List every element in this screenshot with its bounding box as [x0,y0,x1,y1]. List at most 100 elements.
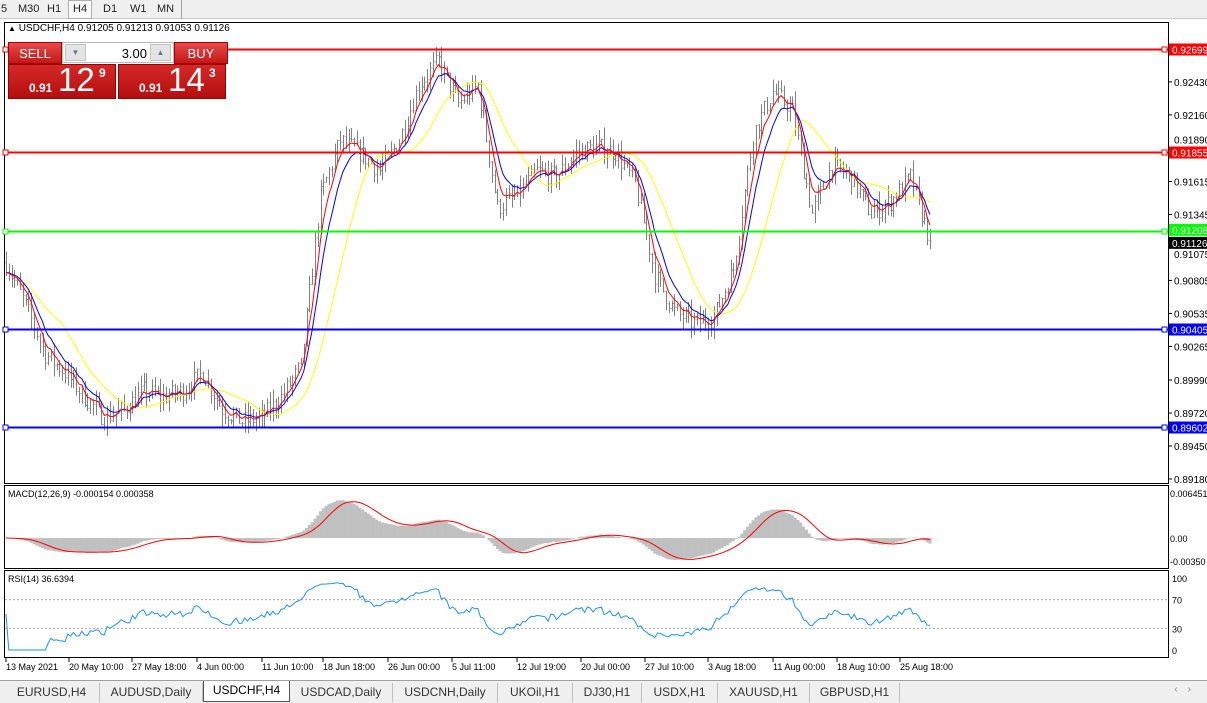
lot-value[interactable]: 3.00 [121,46,147,61]
price-chart[interactable]: 0.924300.921600.918900.916150.913450.910… [0,0,1207,680]
level-handle-right [1161,326,1168,333]
timeframe-mn[interactable]: MN [157,3,175,15]
level-price-tag [1169,43,1207,56]
ohlc-bar [171,379,174,398]
rsi-label: RSI(14) 36.6394 [8,574,74,584]
ohlc-bar [527,167,530,192]
ohlc-bar [884,199,887,224]
ohlc-bar [443,61,446,84]
ohlc-bar [64,362,67,384]
tab-eurusd-h4[interactable]: EURUSD,H4 [4,683,100,702]
lot-size-input[interactable]: ▼ 3.00 ▲ [62,42,174,63]
ohlc-bar [665,290,668,311]
collapse-triangle-icon[interactable]: ▲ [8,24,16,33]
ohlc-bar [224,403,227,425]
timeframe-m30[interactable]: M30 [18,3,40,15]
sell-price[interactable]: 0.91 12 9 [8,61,116,99]
ohlc-bar [477,82,480,89]
ohlc-bar [199,360,202,385]
tab-usdcad-daily[interactable]: USDCAD,Daily [290,683,393,702]
macd-axis-label: -0.00350 [1170,557,1206,567]
tab-usdcnh-daily[interactable]: USDCNH,Daily [393,683,498,702]
timeframe-h1[interactable]: H1 [47,3,62,15]
timeframe-m15[interactable]: 5 [1,3,8,15]
ohlc-bar [317,223,320,248]
ohlc-bar [679,301,682,322]
rsi-panel-frame [4,570,1169,658]
tab-gbpusd-h1[interactable]: GBPUSD,H1 [810,683,900,702]
ohlc-bar [353,137,356,147]
price-axis-label: 0.89990 [1174,376,1207,387]
rsi-axis-label: 0 [1172,646,1177,656]
tab-dj30-h1[interactable]: DJ30,H1 [573,683,642,702]
ohlc-bar [39,333,42,354]
time-axis-label: 18 Aug 10:00 [837,662,890,672]
ohlc-bar [923,210,926,225]
ohlc-bar [651,252,654,274]
lot-increase-icon[interactable]: ▲ [150,44,171,61]
timeframe-h4[interactable]: H4 [68,0,93,19]
ohlc-bar [620,140,623,181]
ohlc-bar [266,398,269,418]
sell-button[interactable]: SELL [8,42,62,64]
ohlc-bar [696,313,699,326]
ohlc-bar [336,139,339,163]
tab-ukoil-h1[interactable]: UKOil,H1 [498,683,573,702]
price-axis-label: 0.92430 [1174,78,1207,89]
price-axis-label: 0.89720 [1174,409,1207,420]
ohlc-bar [676,304,679,311]
ohlc-bar [466,82,469,105]
ohlc-bar [589,139,592,149]
buy-price[interactable]: 0.91 14 3 [118,61,226,99]
ohlc-bar [106,405,109,437]
rsi-axis-label: 30 [1172,624,1182,634]
ohlc-bar [137,381,140,407]
tab-usdchf-h4[interactable]: USDCHF,H4 [203,681,290,702]
ohlc-bar [112,405,115,423]
ohlc-bar [710,316,713,337]
ohlc-bar [311,268,314,286]
ohlc-bar [471,75,474,103]
time-axis-label: 3 Aug 18:00 [708,662,756,672]
ohlc-bar [491,160,494,183]
ohlc-bar [202,371,205,383]
time-axis-label: 27 May 18:00 [132,662,187,672]
tab-audusd-daily[interactable]: AUDUSD,Daily [100,683,203,702]
ohlc-bar [162,383,165,412]
timeframe-w1[interactable]: W1 [130,3,147,15]
macd-histogram [7,500,932,560]
ohlc-bar [154,377,157,397]
ohlc-bar [409,99,412,136]
ohlc-bar [488,140,491,168]
ohlc-bar [828,162,831,190]
ohlc-bar [120,400,123,421]
ohlc-bar [263,404,266,428]
current-price-label: 0.91126 [1172,239,1207,250]
level-handle-left [2,228,9,235]
ohlc-bar [334,143,337,172]
ohlc-bar [693,312,696,336]
ohlc-bar [289,376,292,388]
sell-price-big: 12 [58,61,95,98]
buy-button[interactable]: BUY [174,42,228,64]
tab-xauusd-h1[interactable]: XAUUSD,H1 [718,683,810,702]
ohlc-bar [853,170,856,188]
tab-usdx-h1[interactable]: USDX,H1 [642,683,718,702]
time-axis-label: 11 Aug 00:00 [773,662,825,672]
price-axis-label: 0.91075 [1174,250,1207,261]
ohlc-bar [536,158,539,171]
lot-decrease-icon[interactable]: ▼ [65,44,86,61]
tab-scroll-arrows-icon[interactable]: ‹› [1174,684,1201,695]
ohlc-bar [95,390,98,416]
ohlc-bar [367,157,370,168]
ohlc-bar [909,168,912,180]
ohlc-bar [61,365,64,381]
time-axis-label: 11 Jun 10:00 [262,662,313,672]
chart-tabs: EURUSD,H4 AUDUSD,Daily USDCHF,H4 USDCAD,… [0,680,1207,703]
ohlc-bar [541,160,544,172]
ohlc-bar [623,154,626,171]
ohlc-bar [732,262,735,278]
ohlc-bar [505,187,508,217]
ohlc-bar [522,177,525,199]
timeframe-d1[interactable]: D1 [103,3,118,15]
